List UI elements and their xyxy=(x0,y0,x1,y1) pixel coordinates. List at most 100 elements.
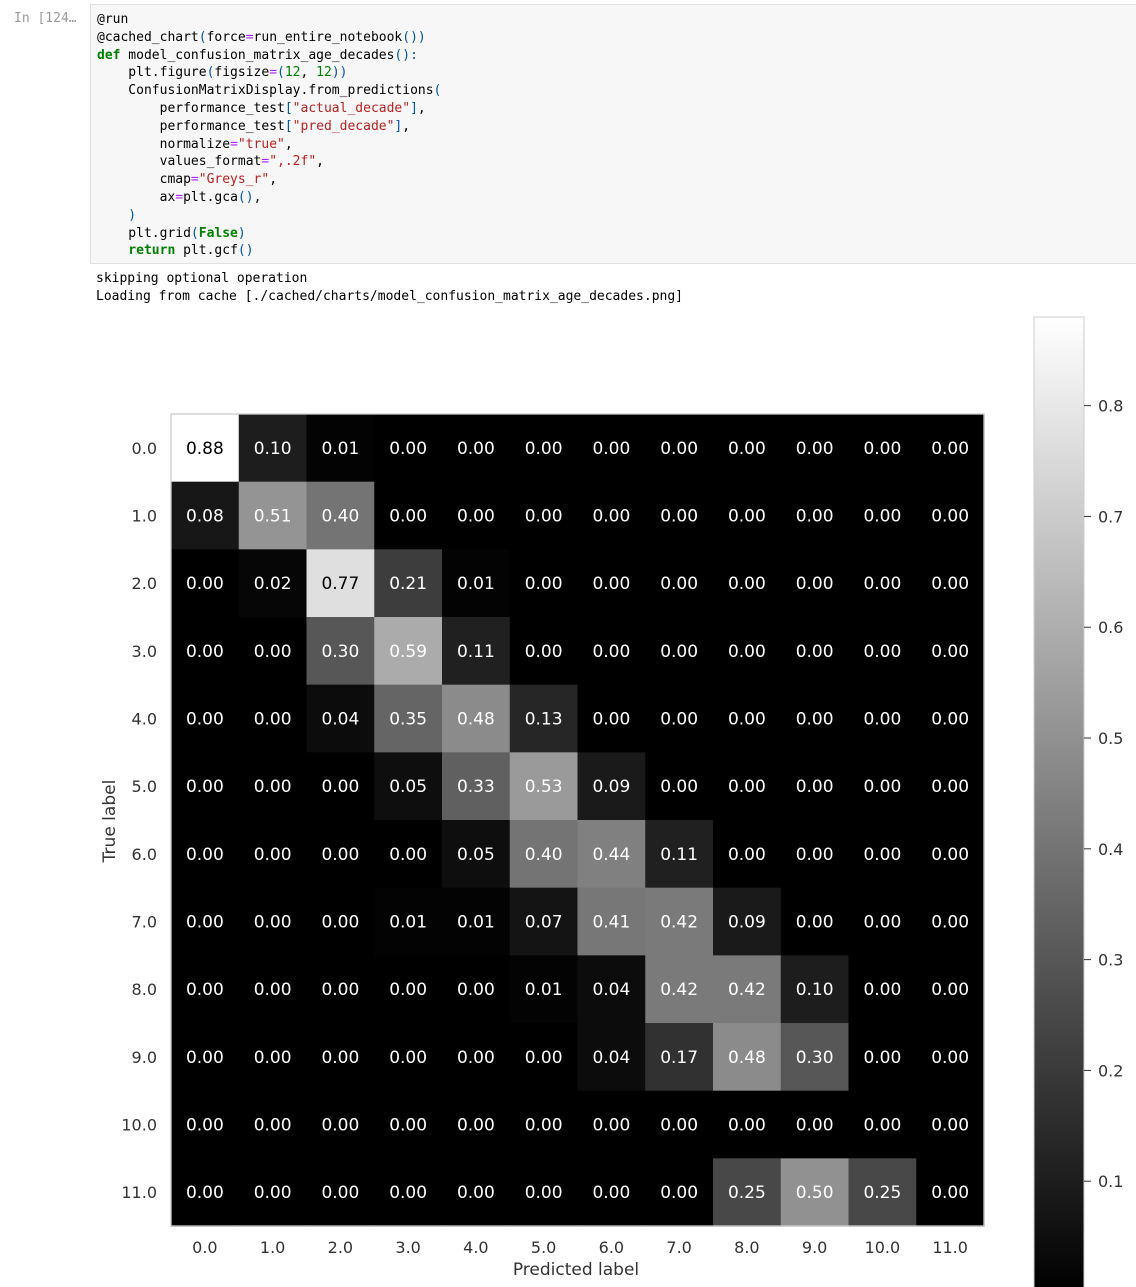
cell-value-label: 0.00 xyxy=(863,1048,901,1068)
code-line: @cached_chart(force=run_entire_notebook(… xyxy=(97,30,426,45)
heatmap-cell xyxy=(509,1158,579,1227)
heatmap-cell xyxy=(848,820,917,889)
cell-value-label: 0.00 xyxy=(254,1048,292,1068)
cell-value-label: 0.00 xyxy=(592,507,630,527)
x-tick-label: 0.0 xyxy=(192,1238,217,1257)
cell-value-label: 0.00 xyxy=(254,845,292,865)
cell-value-label: 0.00 xyxy=(254,710,292,730)
colorbar-tick-label: 0.2 xyxy=(1098,1061,1123,1080)
heatmap-cell xyxy=(306,1158,375,1227)
heatmap-cell xyxy=(780,414,850,483)
code-token: performance_test xyxy=(97,100,285,116)
cell-value-label: 0.00 xyxy=(457,439,495,459)
cell-value-label: 0.00 xyxy=(592,1183,630,1203)
code-token: plt.gca xyxy=(183,189,238,205)
heatmap-cell xyxy=(577,481,646,550)
y-tick-label: 3.0 xyxy=(132,642,157,661)
cell-value-label: 0.00 xyxy=(728,1116,766,1136)
heatmap-cell xyxy=(306,1090,375,1159)
y-tick-label: 0.0 xyxy=(132,439,157,458)
code-token: = xyxy=(261,154,270,170)
cell-value-label: 0.00 xyxy=(660,1116,698,1136)
heatmap-cell xyxy=(442,1090,511,1159)
cell-value-label: 0.00 xyxy=(728,574,766,594)
cell-value-label: 0.02 xyxy=(254,574,292,594)
heatmap-cell xyxy=(306,820,375,889)
heatmap-cell xyxy=(645,481,714,550)
heatmap-cell xyxy=(577,617,646,686)
heatmap-cell xyxy=(306,549,375,618)
heatmap-cell xyxy=(442,481,511,550)
heatmap-cell xyxy=(374,684,443,753)
cell-value-label: 0.00 xyxy=(592,642,630,662)
heatmap-cell xyxy=(442,549,511,618)
heatmap-cell xyxy=(306,414,375,483)
heatmap-cell xyxy=(848,1090,917,1159)
x-tick-label: 2.0 xyxy=(328,1238,353,1257)
cell-value-label: 0.00 xyxy=(321,980,359,1000)
heatmap-cell xyxy=(848,1158,917,1227)
heatmap-cell xyxy=(374,1090,443,1159)
heatmap-cell xyxy=(442,617,511,686)
heatmap-cell xyxy=(645,1158,714,1227)
heatmap-cell xyxy=(509,1023,579,1092)
cell-value-label: 0.00 xyxy=(254,913,292,933)
heatmap-cell xyxy=(238,955,308,1024)
code-token: ] xyxy=(410,100,418,116)
code-token: run_entire_notebook xyxy=(253,29,403,45)
code-token: ) xyxy=(97,207,137,223)
heatmap-cell xyxy=(171,1158,240,1227)
code-token: , xyxy=(417,100,426,116)
heatmap-cell xyxy=(645,887,714,956)
heatmap-cell xyxy=(916,820,985,889)
heatmap-cell xyxy=(509,955,579,1024)
code-editor[interactable]: @run @cached_chart(force=run_entire_note… xyxy=(97,11,441,260)
cell-value-label: 0.00 xyxy=(592,1116,630,1136)
code-token: force xyxy=(206,29,246,45)
cell-value-label: 0.21 xyxy=(389,574,427,594)
cell-value-label: 0.00 xyxy=(457,507,495,527)
heatmap-cell xyxy=(916,955,985,1024)
code-token: = xyxy=(175,189,184,205)
heatmap-cell xyxy=(306,752,375,821)
heatmap-cell xyxy=(780,481,850,550)
heatmap-cell xyxy=(442,820,511,889)
heatmap-cell xyxy=(442,414,511,483)
cell-value-label: 0.00 xyxy=(931,439,969,459)
code-token: = xyxy=(230,136,238,152)
cell-value-label: 0.00 xyxy=(254,1116,292,1136)
cell-value-label: 0.00 xyxy=(457,980,495,1000)
cell-value-label: 0.00 xyxy=(254,1183,292,1203)
cell-value-label: 0.00 xyxy=(186,1183,224,1203)
code-line: ) xyxy=(97,208,136,223)
cell-value-label: 0.00 xyxy=(728,845,766,865)
cell-value-label: 0.01 xyxy=(321,439,359,459)
code-token: "pred_decade" xyxy=(292,118,395,134)
code-token: ( xyxy=(206,65,215,81)
cell-value-label: 0.00 xyxy=(457,1116,495,1136)
heatmap-cell xyxy=(848,752,917,821)
heatmap-cell xyxy=(306,887,375,956)
code-cell[interactable]: @run @cached_chart(force=run_entire_note… xyxy=(90,4,1136,264)
heatmap-cell xyxy=(509,1090,579,1159)
x-tick-label: 3.0 xyxy=(395,1238,420,1257)
heatmap-cell xyxy=(171,955,240,1024)
heatmap-cell xyxy=(780,684,850,753)
cell-value-label: 0.35 xyxy=(389,710,427,730)
code-token: (): xyxy=(394,47,418,63)
heatmap-cell xyxy=(713,887,782,956)
x-tick-label: 11.0 xyxy=(932,1238,968,1257)
heatmap-cell xyxy=(645,617,714,686)
code-token: ) xyxy=(237,225,246,241)
cell-value-label: 0.00 xyxy=(796,642,834,662)
x-tick-label: 7.0 xyxy=(666,1238,691,1257)
heatmap-cell xyxy=(645,1023,714,1092)
heatmap-cell xyxy=(577,414,646,483)
cell-value-label: 0.00 xyxy=(863,710,901,730)
heatmap-cell xyxy=(171,414,240,483)
cell-value-label: 0.00 xyxy=(525,1048,563,1068)
colorbar-tick-label: 0.3 xyxy=(1098,951,1123,970)
y-tick-label: 11.0 xyxy=(121,1183,157,1202)
heatmap-cell xyxy=(916,481,985,550)
heatmap-cell xyxy=(171,684,240,753)
